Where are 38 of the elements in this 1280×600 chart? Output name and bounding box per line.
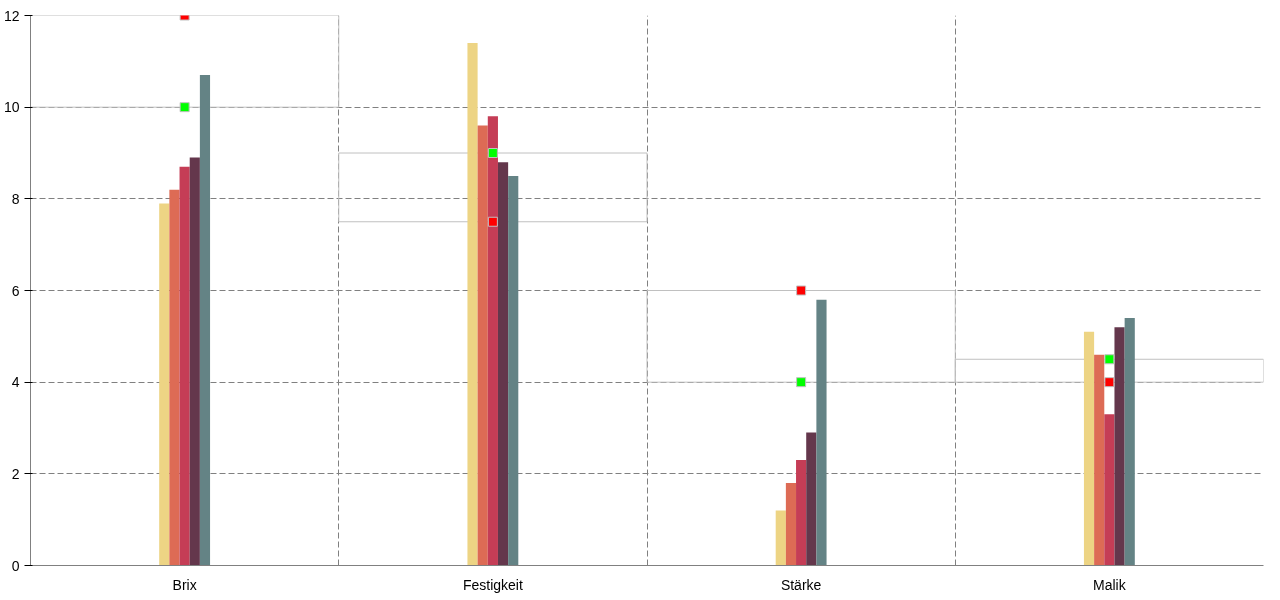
bar bbox=[467, 43, 478, 566]
point bbox=[487, 216, 498, 227]
y-tick-label: 2 bbox=[11, 465, 20, 482]
y-tick-label: 10 bbox=[3, 99, 20, 116]
bar bbox=[159, 203, 170, 566]
x-tick-label: Stärke bbox=[780, 576, 822, 593]
bar bbox=[1114, 327, 1125, 566]
point bbox=[796, 377, 807, 388]
y-tick-label: 4 bbox=[11, 374, 20, 391]
bar bbox=[487, 116, 498, 566]
bar bbox=[179, 166, 190, 566]
bar bbox=[199, 75, 211, 566]
bar bbox=[1104, 414, 1115, 566]
point bbox=[1104, 354, 1115, 365]
x-tick-label: Brix bbox=[172, 576, 197, 593]
bar bbox=[785, 483, 797, 566]
y-tick-label: 12 bbox=[3, 7, 20, 24]
y-tick-label: 6 bbox=[11, 282, 20, 299]
y-tick-label: 0 bbox=[11, 557, 20, 574]
bar bbox=[775, 510, 786, 566]
bar bbox=[806, 432, 817, 566]
point bbox=[1104, 377, 1115, 388]
bar bbox=[508, 175, 519, 566]
bar bbox=[169, 189, 180, 566]
y-tick-label: 8 bbox=[11, 190, 20, 207]
point bbox=[487, 148, 498, 158]
bar bbox=[1083, 331, 1095, 566]
point bbox=[796, 285, 807, 296]
bar bbox=[189, 157, 200, 566]
bar bbox=[1124, 318, 1135, 566]
point bbox=[179, 102, 190, 113]
x-tick-label: Festigkeit bbox=[462, 576, 523, 593]
bar bbox=[816, 299, 827, 566]
x-tick-label: Malik bbox=[1093, 576, 1127, 593]
bar bbox=[796, 460, 807, 566]
bar bbox=[1094, 354, 1105, 566]
bar bbox=[497, 162, 509, 566]
bar bbox=[477, 125, 488, 566]
